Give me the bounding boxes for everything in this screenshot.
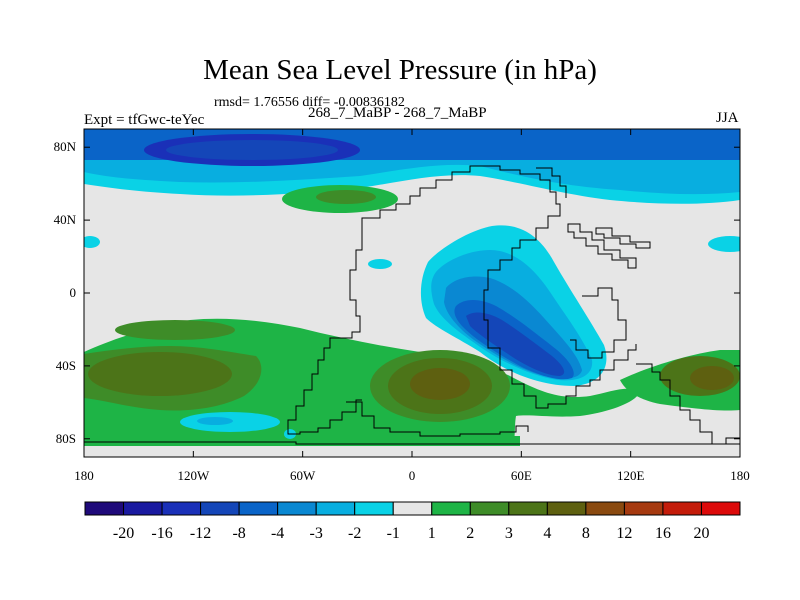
y-tick-label: 80N xyxy=(54,139,77,154)
colorbar-label: 3 xyxy=(505,525,513,542)
chart-subtitle: 268_7_MaBP - 268_7_MaBP xyxy=(308,105,487,121)
field-high-north-core xyxy=(316,190,376,204)
colorbar-label: -1 xyxy=(387,525,400,542)
colorbar-label: 4 xyxy=(543,525,551,542)
colorbar-swatch xyxy=(508,501,548,516)
x-tick-label: 180 xyxy=(74,468,94,483)
field-high-south-west xyxy=(115,320,235,340)
colorbar-label: 16 xyxy=(655,525,671,542)
season-label: JJA xyxy=(716,110,739,126)
x-tick-label: 180 xyxy=(730,468,750,483)
colorbar-label: -16 xyxy=(151,525,172,542)
experiment-label: Expt = tfGwc-teYec xyxy=(84,112,205,128)
colorbar-swatch xyxy=(354,501,394,516)
colorbar-label: -20 xyxy=(113,525,134,542)
y-tick-label: 0 xyxy=(70,285,77,300)
field-high-south-east-3 xyxy=(690,366,734,390)
colorbar-swatch xyxy=(277,501,317,516)
x-tick-label: 0 xyxy=(409,468,416,483)
colorbar-label: -4 xyxy=(271,525,284,542)
colorbar-swatch xyxy=(200,501,240,516)
colorbar-swatch xyxy=(623,501,664,516)
colorbar-label: 8 xyxy=(582,525,590,542)
y-tick-label: 40S xyxy=(56,358,76,373)
y-tick-label: 40N xyxy=(54,212,77,227)
field-low-5 xyxy=(466,312,565,376)
colorbar-swatch xyxy=(662,501,702,516)
x-tick-label: 120E xyxy=(617,468,645,483)
field-high-south-6 xyxy=(410,368,470,400)
x-axis: 180 120W 60W 0 60E 120E 180 xyxy=(74,129,750,483)
colorbar: -20 -16 -12 -8 -4 -3 -2 -1 1 2 3 4 8 12 16 20 xyxy=(84,501,741,542)
colorbar-swatch xyxy=(123,501,163,516)
colorbar-swatch xyxy=(84,501,125,516)
continent-outlines xyxy=(84,165,740,445)
y-axis: 80N 40N 0 40S 80S xyxy=(54,139,740,446)
x-tick-label: 120W xyxy=(177,468,210,483)
colorbar-label: -3 xyxy=(310,525,323,542)
y-tick-label: 80S xyxy=(56,431,76,446)
chart-title: Mean Sea Level Pressure (in hPa) xyxy=(203,54,597,86)
colorbar-swatch xyxy=(469,501,510,516)
colorbar-label: 1 xyxy=(428,525,436,542)
colorbar-swatch xyxy=(546,501,587,516)
colorbar-swatch xyxy=(238,501,279,516)
stats-text: rmsd= 1.76556 diff= -0.00836182 xyxy=(214,95,405,110)
colorbar-label: 2 xyxy=(466,525,474,542)
colorbar-swatch xyxy=(392,501,433,516)
colorbar-label: -2 xyxy=(348,525,361,542)
colorbar-swatch xyxy=(585,501,625,516)
colorbar-label: 12 xyxy=(616,525,632,542)
colorbar-label: -8 xyxy=(232,525,245,542)
colorbar-label: -12 xyxy=(190,525,211,542)
field-band-north-3 xyxy=(84,164,740,204)
field-high-south-3 xyxy=(88,352,232,396)
field-low-north-core xyxy=(166,140,338,160)
x-tick-label: 60W xyxy=(290,468,316,483)
field-low-south-core xyxy=(197,417,233,425)
field-patch-west xyxy=(84,236,100,248)
colorbar-swatch xyxy=(161,501,202,516)
field-patch-east xyxy=(708,236,740,252)
colorbar-swatch xyxy=(431,501,471,516)
colorbar-label: 20 xyxy=(693,525,709,542)
field-patch-mid xyxy=(368,259,392,269)
colorbar-swatch xyxy=(315,501,356,516)
x-tick-label: 60E xyxy=(511,468,532,483)
colorbar-swatch xyxy=(700,501,741,516)
